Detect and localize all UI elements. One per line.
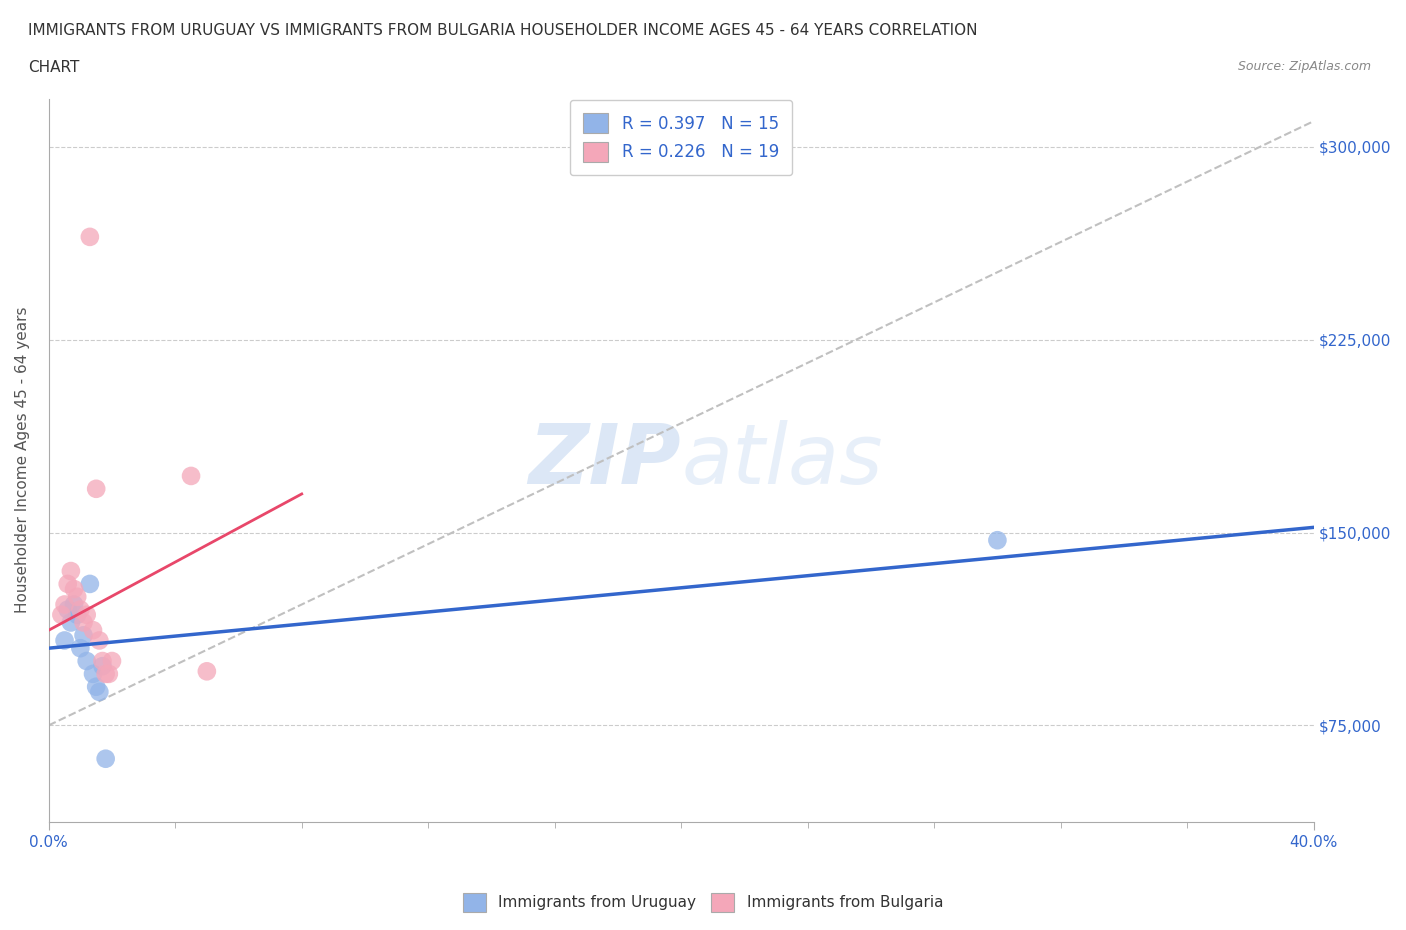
Point	[53, 597, 76, 612]
Point	[84, 482, 107, 497]
Point	[91, 658, 114, 673]
Point	[79, 230, 101, 245]
Point	[82, 623, 104, 638]
Point	[63, 581, 86, 596]
Point	[56, 603, 79, 618]
Point	[76, 654, 98, 669]
Legend: Immigrants from Uruguay, Immigrants from Bulgaria: Immigrants from Uruguay, Immigrants from…	[457, 887, 949, 918]
Legend: R = 0.397   N = 15, R = 0.226   N = 19: R = 0.397 N = 15, R = 0.226 N = 19	[569, 100, 793, 176]
Point	[180, 469, 202, 484]
Text: Source: ZipAtlas.com: Source: ZipAtlas.com	[1237, 60, 1371, 73]
Point	[59, 564, 82, 578]
Point	[76, 607, 98, 622]
Text: IMMIGRANTS FROM URUGUAY VS IMMIGRANTS FROM BULGARIA HOUSEHOLDER INCOME AGES 45 -: IMMIGRANTS FROM URUGUAY VS IMMIGRANTS FR…	[28, 23, 977, 38]
Point	[94, 667, 117, 682]
Point	[79, 577, 101, 591]
Point	[51, 607, 73, 622]
Point	[69, 603, 91, 618]
Y-axis label: Householder Income Ages 45 - 64 years: Householder Income Ages 45 - 64 years	[15, 307, 30, 614]
Point	[94, 751, 117, 766]
Point	[91, 654, 114, 669]
Point	[72, 615, 94, 630]
Point	[69, 641, 91, 656]
Point	[89, 684, 111, 699]
Text: atlas: atlas	[681, 419, 883, 500]
Point	[101, 654, 124, 669]
Point	[89, 633, 111, 648]
Point	[53, 633, 76, 648]
Point	[82, 667, 104, 682]
Text: CHART: CHART	[28, 60, 80, 75]
Point	[63, 597, 86, 612]
Point	[59, 615, 82, 630]
Point	[66, 607, 89, 622]
Point	[56, 577, 79, 591]
Point	[72, 628, 94, 643]
Point	[195, 664, 218, 679]
Point	[986, 533, 1008, 548]
Point	[84, 679, 107, 694]
Text: ZIP: ZIP	[529, 419, 681, 500]
Point	[66, 590, 89, 604]
Point	[97, 667, 120, 682]
